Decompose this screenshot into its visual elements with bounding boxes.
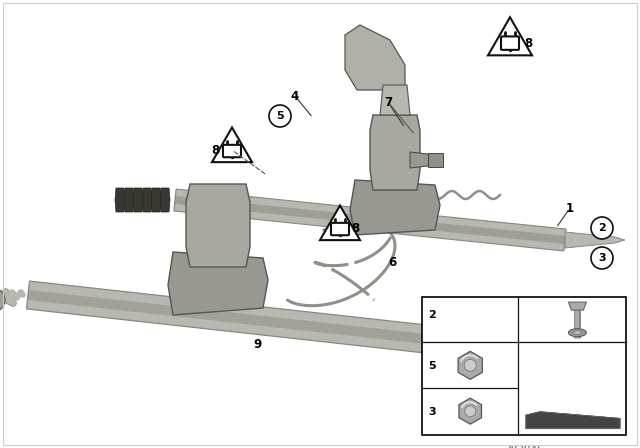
Circle shape <box>465 405 476 417</box>
Polygon shape <box>174 189 566 251</box>
Polygon shape <box>350 180 440 235</box>
Text: 2: 2 <box>598 223 606 233</box>
Polygon shape <box>459 398 481 424</box>
Text: 8: 8 <box>211 143 219 156</box>
Polygon shape <box>212 128 252 162</box>
Polygon shape <box>568 302 586 310</box>
Polygon shape <box>370 115 420 190</box>
Polygon shape <box>526 412 620 428</box>
Polygon shape <box>115 188 125 212</box>
Text: 2: 2 <box>428 310 436 319</box>
Polygon shape <box>488 17 532 56</box>
Polygon shape <box>133 188 143 212</box>
Text: 8: 8 <box>524 36 532 49</box>
Polygon shape <box>151 188 161 212</box>
Polygon shape <box>186 184 250 267</box>
FancyBboxPatch shape <box>501 36 519 50</box>
Polygon shape <box>410 152 430 168</box>
Polygon shape <box>460 326 468 354</box>
Ellipse shape <box>568 329 586 337</box>
FancyBboxPatch shape <box>422 297 626 435</box>
FancyBboxPatch shape <box>331 223 349 235</box>
Text: 8: 8 <box>351 221 359 234</box>
Polygon shape <box>468 326 476 354</box>
Polygon shape <box>476 326 484 354</box>
Circle shape <box>554 388 574 408</box>
Circle shape <box>0 288 5 312</box>
Polygon shape <box>160 188 170 212</box>
FancyBboxPatch shape <box>223 145 241 157</box>
Circle shape <box>591 217 613 239</box>
Text: 1: 1 <box>566 202 574 215</box>
Polygon shape <box>501 328 571 380</box>
Text: 4: 4 <box>291 90 299 103</box>
Polygon shape <box>28 290 436 345</box>
Text: 5: 5 <box>276 111 284 121</box>
Text: 9: 9 <box>254 339 262 352</box>
Polygon shape <box>142 188 152 212</box>
Polygon shape <box>444 326 452 354</box>
Polygon shape <box>124 188 134 212</box>
Polygon shape <box>458 351 483 379</box>
Polygon shape <box>320 206 360 240</box>
Text: 5: 5 <box>428 361 436 371</box>
Polygon shape <box>380 85 410 115</box>
Polygon shape <box>436 326 444 354</box>
Text: 3: 3 <box>598 253 606 263</box>
Polygon shape <box>175 196 565 244</box>
Text: 6: 6 <box>388 257 396 270</box>
FancyBboxPatch shape <box>428 153 443 167</box>
Circle shape <box>591 247 613 269</box>
Polygon shape <box>452 326 460 354</box>
Polygon shape <box>345 25 405 90</box>
Polygon shape <box>565 232 625 248</box>
Text: 3: 3 <box>428 407 436 417</box>
Polygon shape <box>168 252 268 315</box>
Text: 7: 7 <box>384 95 392 108</box>
Polygon shape <box>484 326 492 354</box>
Ellipse shape <box>573 331 581 335</box>
Polygon shape <box>26 281 436 354</box>
Circle shape <box>269 105 291 127</box>
Circle shape <box>464 359 476 371</box>
Text: 382945: 382945 <box>504 445 544 448</box>
